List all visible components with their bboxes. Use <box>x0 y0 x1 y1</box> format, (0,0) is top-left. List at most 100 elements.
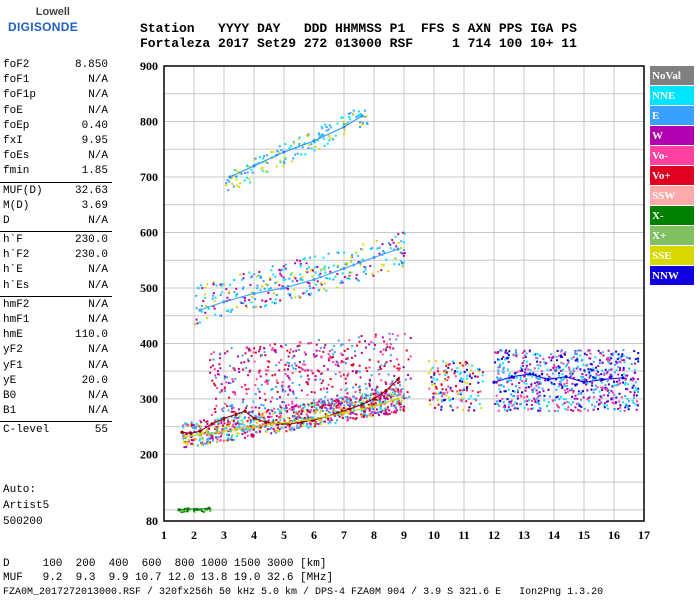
echo-dot <box>544 379 547 382</box>
echo-dot <box>502 355 505 358</box>
echo-dot <box>250 425 253 428</box>
echo-dot <box>281 285 284 288</box>
echo-dot <box>398 376 401 379</box>
echo-dot <box>320 268 323 271</box>
echo-dot <box>337 264 340 267</box>
echo-dot <box>319 419 322 422</box>
echo-dot <box>204 425 207 428</box>
echo-dot <box>478 403 481 406</box>
echo-dot <box>403 252 406 255</box>
echo-dot <box>236 175 239 178</box>
echo-dot <box>350 271 353 274</box>
echo-dot <box>242 401 245 404</box>
echo-dot <box>393 257 396 260</box>
echo-dot <box>261 166 264 169</box>
echo-dot <box>295 417 298 420</box>
echo-dot <box>389 392 392 395</box>
echo-dot <box>294 147 297 150</box>
series-point <box>396 247 400 251</box>
echo-dot <box>566 363 569 366</box>
echo-dot <box>458 379 461 382</box>
legend-item: NNE <box>650 86 694 106</box>
echo-dot <box>230 419 233 422</box>
echo-dot <box>603 404 606 407</box>
echo-dot <box>576 360 579 363</box>
echo-dot <box>263 305 266 308</box>
param-value: 55 <box>94 424 108 437</box>
echo-dot <box>475 399 478 402</box>
echo-dot <box>335 398 338 401</box>
echo-dot <box>504 390 507 393</box>
echo-dot <box>253 360 256 363</box>
echo-dot <box>228 290 231 293</box>
echo-dot <box>292 350 295 353</box>
echo-dot <box>618 382 621 385</box>
echo-dot <box>323 288 326 291</box>
echo-dot <box>327 128 330 131</box>
echo-dot <box>431 383 434 386</box>
echo-dot <box>612 402 615 405</box>
echo-dot <box>317 289 320 292</box>
echo-dot <box>536 381 539 384</box>
echo-dot <box>586 363 589 366</box>
echo-dot <box>343 276 346 279</box>
echo-dot <box>301 409 304 412</box>
echo-dot <box>560 361 563 364</box>
echo-dot <box>369 396 372 399</box>
series-point <box>378 402 382 407</box>
echo-dot <box>441 399 444 402</box>
echo-dot <box>385 343 388 346</box>
echo-dot <box>631 386 634 389</box>
echo-dot <box>589 369 592 372</box>
echo-dot <box>356 278 359 281</box>
echo-dot <box>213 407 216 410</box>
echo-dot <box>191 442 194 445</box>
echo-dot <box>285 406 288 409</box>
legend: NoVal NNE E W Vo- Vo+ SSW X- X+ SSE NNW <box>650 66 694 286</box>
echo-dot <box>262 414 265 417</box>
echo-dot <box>630 363 633 366</box>
echo-dot <box>306 374 309 377</box>
echo-dot <box>603 394 606 397</box>
series-point <box>228 175 232 179</box>
echo-dot <box>271 396 274 399</box>
echo-dot <box>294 405 297 408</box>
echo-dot <box>436 399 439 402</box>
param-row: foF1 N/A <box>0 73 112 88</box>
echo-dot <box>607 349 610 352</box>
echo-dot <box>431 366 434 369</box>
echo-dot <box>296 426 299 429</box>
echo-dot <box>337 339 340 342</box>
echo-dot <box>465 389 468 392</box>
echo-dot <box>246 171 249 174</box>
echo-dot <box>299 404 302 407</box>
echo-dot <box>574 351 577 354</box>
echo-dot <box>325 277 328 280</box>
param-row: foEs N/A <box>0 149 112 164</box>
echo-dot <box>456 390 459 393</box>
echo-dot <box>352 386 355 389</box>
echo-dot <box>216 387 219 390</box>
echo-dot <box>234 393 237 396</box>
echo-dot <box>570 389 573 392</box>
echo-dot <box>284 426 287 429</box>
echo-dot <box>433 384 436 387</box>
echo-dot <box>331 407 334 410</box>
echo-dot <box>391 382 394 385</box>
echo-dot <box>328 135 331 138</box>
echo-dot <box>461 378 464 381</box>
echo-dot <box>210 436 213 439</box>
echo-dot <box>348 397 351 400</box>
series-point <box>186 507 190 511</box>
echo-dot <box>286 374 289 377</box>
echo-dot <box>258 156 261 159</box>
echo-dot <box>349 400 352 403</box>
echo-dot <box>373 347 376 350</box>
echo-dot <box>344 410 347 413</box>
echo-dot <box>308 285 311 288</box>
series-point <box>195 507 199 511</box>
echo-dot <box>226 179 229 182</box>
echo-dot <box>512 376 515 379</box>
echo-dot <box>593 377 596 380</box>
echo-dot <box>551 399 554 402</box>
